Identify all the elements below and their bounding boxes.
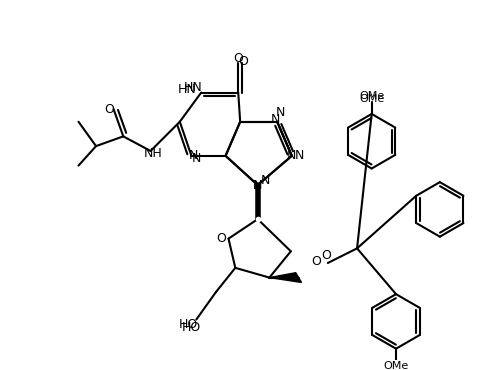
Text: HO: HO [179,318,198,331]
Text: HN: HN [184,81,203,94]
Text: HO: HO [182,321,201,334]
Text: OMe: OMe [359,94,384,104]
Text: O: O [233,52,243,65]
Text: O: O [238,55,248,68]
Polygon shape [269,273,301,282]
Text: N: N [192,152,201,165]
Text: OMe: OMe [383,361,409,370]
Text: N: N [276,107,285,120]
Text: O: O [311,255,321,268]
Text: N: N [261,174,270,187]
Text: N: N [295,149,304,162]
Text: O: O [321,249,331,262]
Text: O: O [104,102,114,115]
Text: O: O [216,232,226,245]
Text: N: N [253,179,262,192]
Text: OMe: OMe [359,91,384,101]
Text: N: N [253,179,262,192]
Text: N: N [287,149,296,162]
Text: N: N [271,113,280,126]
Text: N: N [189,149,198,162]
Text: HN: HN [178,83,196,96]
Text: NH: NH [144,147,163,160]
